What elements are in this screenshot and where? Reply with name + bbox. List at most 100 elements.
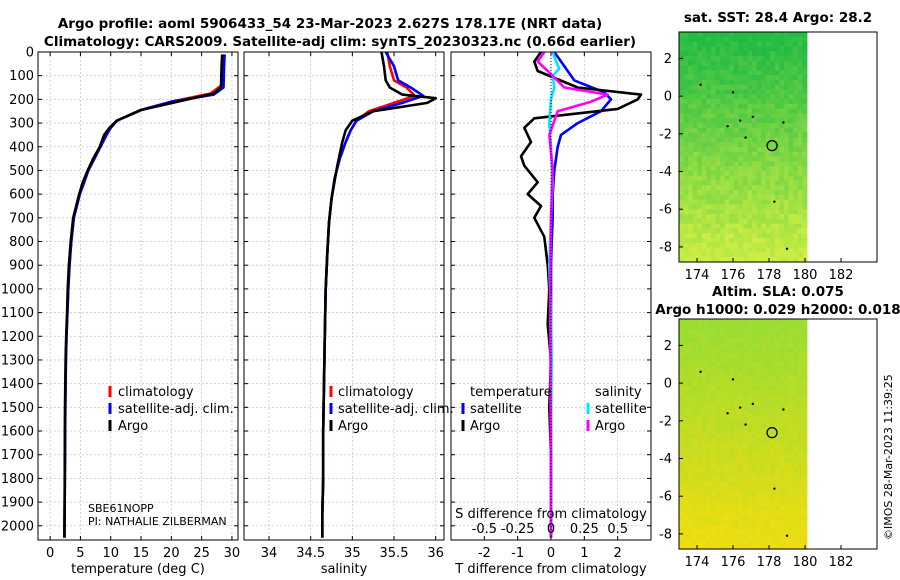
heatmap-cell xyxy=(761,51,767,57)
heatmap-cell xyxy=(783,94,790,100)
heatmap-cell xyxy=(783,108,790,115)
heatmap-cell xyxy=(765,342,771,349)
heatmap-cell xyxy=(802,395,808,402)
heatmap-cell xyxy=(774,55,781,62)
heatmap-cell xyxy=(715,79,721,86)
heatmap-cell xyxy=(733,51,739,57)
heatmap-cell xyxy=(710,194,717,201)
heatmap-cell xyxy=(797,166,803,172)
heatmap-cell xyxy=(701,151,707,158)
heatmap-cell xyxy=(679,60,685,67)
heatmap-cell xyxy=(765,185,771,191)
island-dot xyxy=(726,125,729,128)
heatmap-cell xyxy=(770,127,776,134)
heatmap-cell xyxy=(770,214,776,220)
heatmap-cell xyxy=(679,180,685,186)
heatmap-cell xyxy=(724,525,730,531)
heatmap-cell xyxy=(715,410,721,416)
heatmap-cell xyxy=(788,60,794,67)
heatmap-cell xyxy=(774,218,781,225)
heatmap-cell xyxy=(683,94,689,100)
heatmap-cell xyxy=(742,505,749,512)
heatmap-cell xyxy=(793,386,799,392)
heatmap-cell xyxy=(779,113,785,119)
heatmap-cell xyxy=(742,84,749,91)
heatmap-cell xyxy=(720,525,726,531)
heatmap-cell xyxy=(774,89,781,95)
heatmap-cell xyxy=(724,462,730,469)
heatmap-cell xyxy=(683,247,689,254)
heatmap-cell xyxy=(770,247,776,254)
heatmap-cell xyxy=(715,257,721,263)
heatmap-cell xyxy=(697,65,703,71)
heatmap-cell xyxy=(701,99,707,105)
heatmap-cell xyxy=(692,390,698,397)
heatmap-cell xyxy=(788,55,794,62)
heatmap-cell xyxy=(793,338,799,344)
heatmap-cell xyxy=(752,323,758,330)
heatmap-cell xyxy=(793,405,799,411)
heatmap-cell xyxy=(742,238,749,244)
heatmap-cell xyxy=(706,539,712,545)
heatmap-cell xyxy=(733,338,739,344)
heatmap-cell xyxy=(715,209,721,215)
heatmap-cell xyxy=(697,180,703,186)
heatmap-cell xyxy=(688,544,694,550)
heatmap-cell xyxy=(701,357,707,363)
heatmap-cell xyxy=(697,448,703,454)
heatmap-cell xyxy=(765,51,771,57)
heatmap-cell xyxy=(770,319,776,325)
heatmap-cell xyxy=(706,84,712,91)
heatmap-cell xyxy=(729,55,735,62)
heatmap-cell xyxy=(715,123,721,129)
heatmap-cell xyxy=(688,429,694,435)
y-tick-label: 200 xyxy=(9,93,34,108)
heatmap-cell xyxy=(793,328,799,334)
heatmap-cell xyxy=(761,414,767,421)
heatmap-cell xyxy=(774,501,781,507)
heatmap-cell xyxy=(765,194,771,201)
heatmap-cell xyxy=(701,75,707,81)
heatmap-cell xyxy=(774,247,781,254)
heatmap-cell xyxy=(697,185,703,191)
heatmap-cell xyxy=(774,328,781,334)
x-tick-label: 176 xyxy=(721,555,746,570)
heatmap-cell xyxy=(738,477,744,483)
heatmap-cell xyxy=(761,142,767,148)
heatmap-cell xyxy=(679,438,685,445)
x-tick-label: 174 xyxy=(685,268,710,283)
heatmap-cell xyxy=(733,544,739,550)
heatmap-cell xyxy=(779,242,785,249)
heatmap-cell xyxy=(729,457,735,464)
heatmap-cell xyxy=(710,338,717,344)
heatmap-cell xyxy=(688,342,694,349)
heatmap-cell xyxy=(683,161,689,167)
heatmap-cell xyxy=(692,209,698,215)
heatmap-cell xyxy=(701,342,707,349)
heatmap-cell xyxy=(783,257,790,263)
heatmap-cell xyxy=(788,510,794,517)
heatmap-cell xyxy=(724,347,730,354)
heatmap-cell xyxy=(793,99,799,105)
heatmap-cell xyxy=(793,544,799,550)
heatmap-cell xyxy=(783,539,790,545)
heatmap-cell xyxy=(679,481,685,488)
island-dot xyxy=(782,408,785,411)
heatmap-cell xyxy=(770,103,776,110)
heatmap-cell xyxy=(779,209,785,215)
heatmap-cell xyxy=(752,204,758,210)
heatmap-cell xyxy=(697,156,703,162)
heatmap-cell xyxy=(720,529,726,536)
heatmap-cell xyxy=(710,366,717,373)
heatmap-cell xyxy=(688,194,694,201)
heatmap-cell xyxy=(765,438,771,445)
heatmap-cell xyxy=(683,539,689,545)
heatmap-cell xyxy=(720,60,726,67)
heatmap-cell xyxy=(688,319,694,325)
heatmap-cell xyxy=(770,142,776,148)
heatmap-cell xyxy=(752,481,758,488)
heatmap-cell xyxy=(797,132,803,139)
heatmap-cell xyxy=(733,395,739,402)
heatmap-cell xyxy=(779,89,785,95)
heatmap-cell xyxy=(692,443,698,449)
